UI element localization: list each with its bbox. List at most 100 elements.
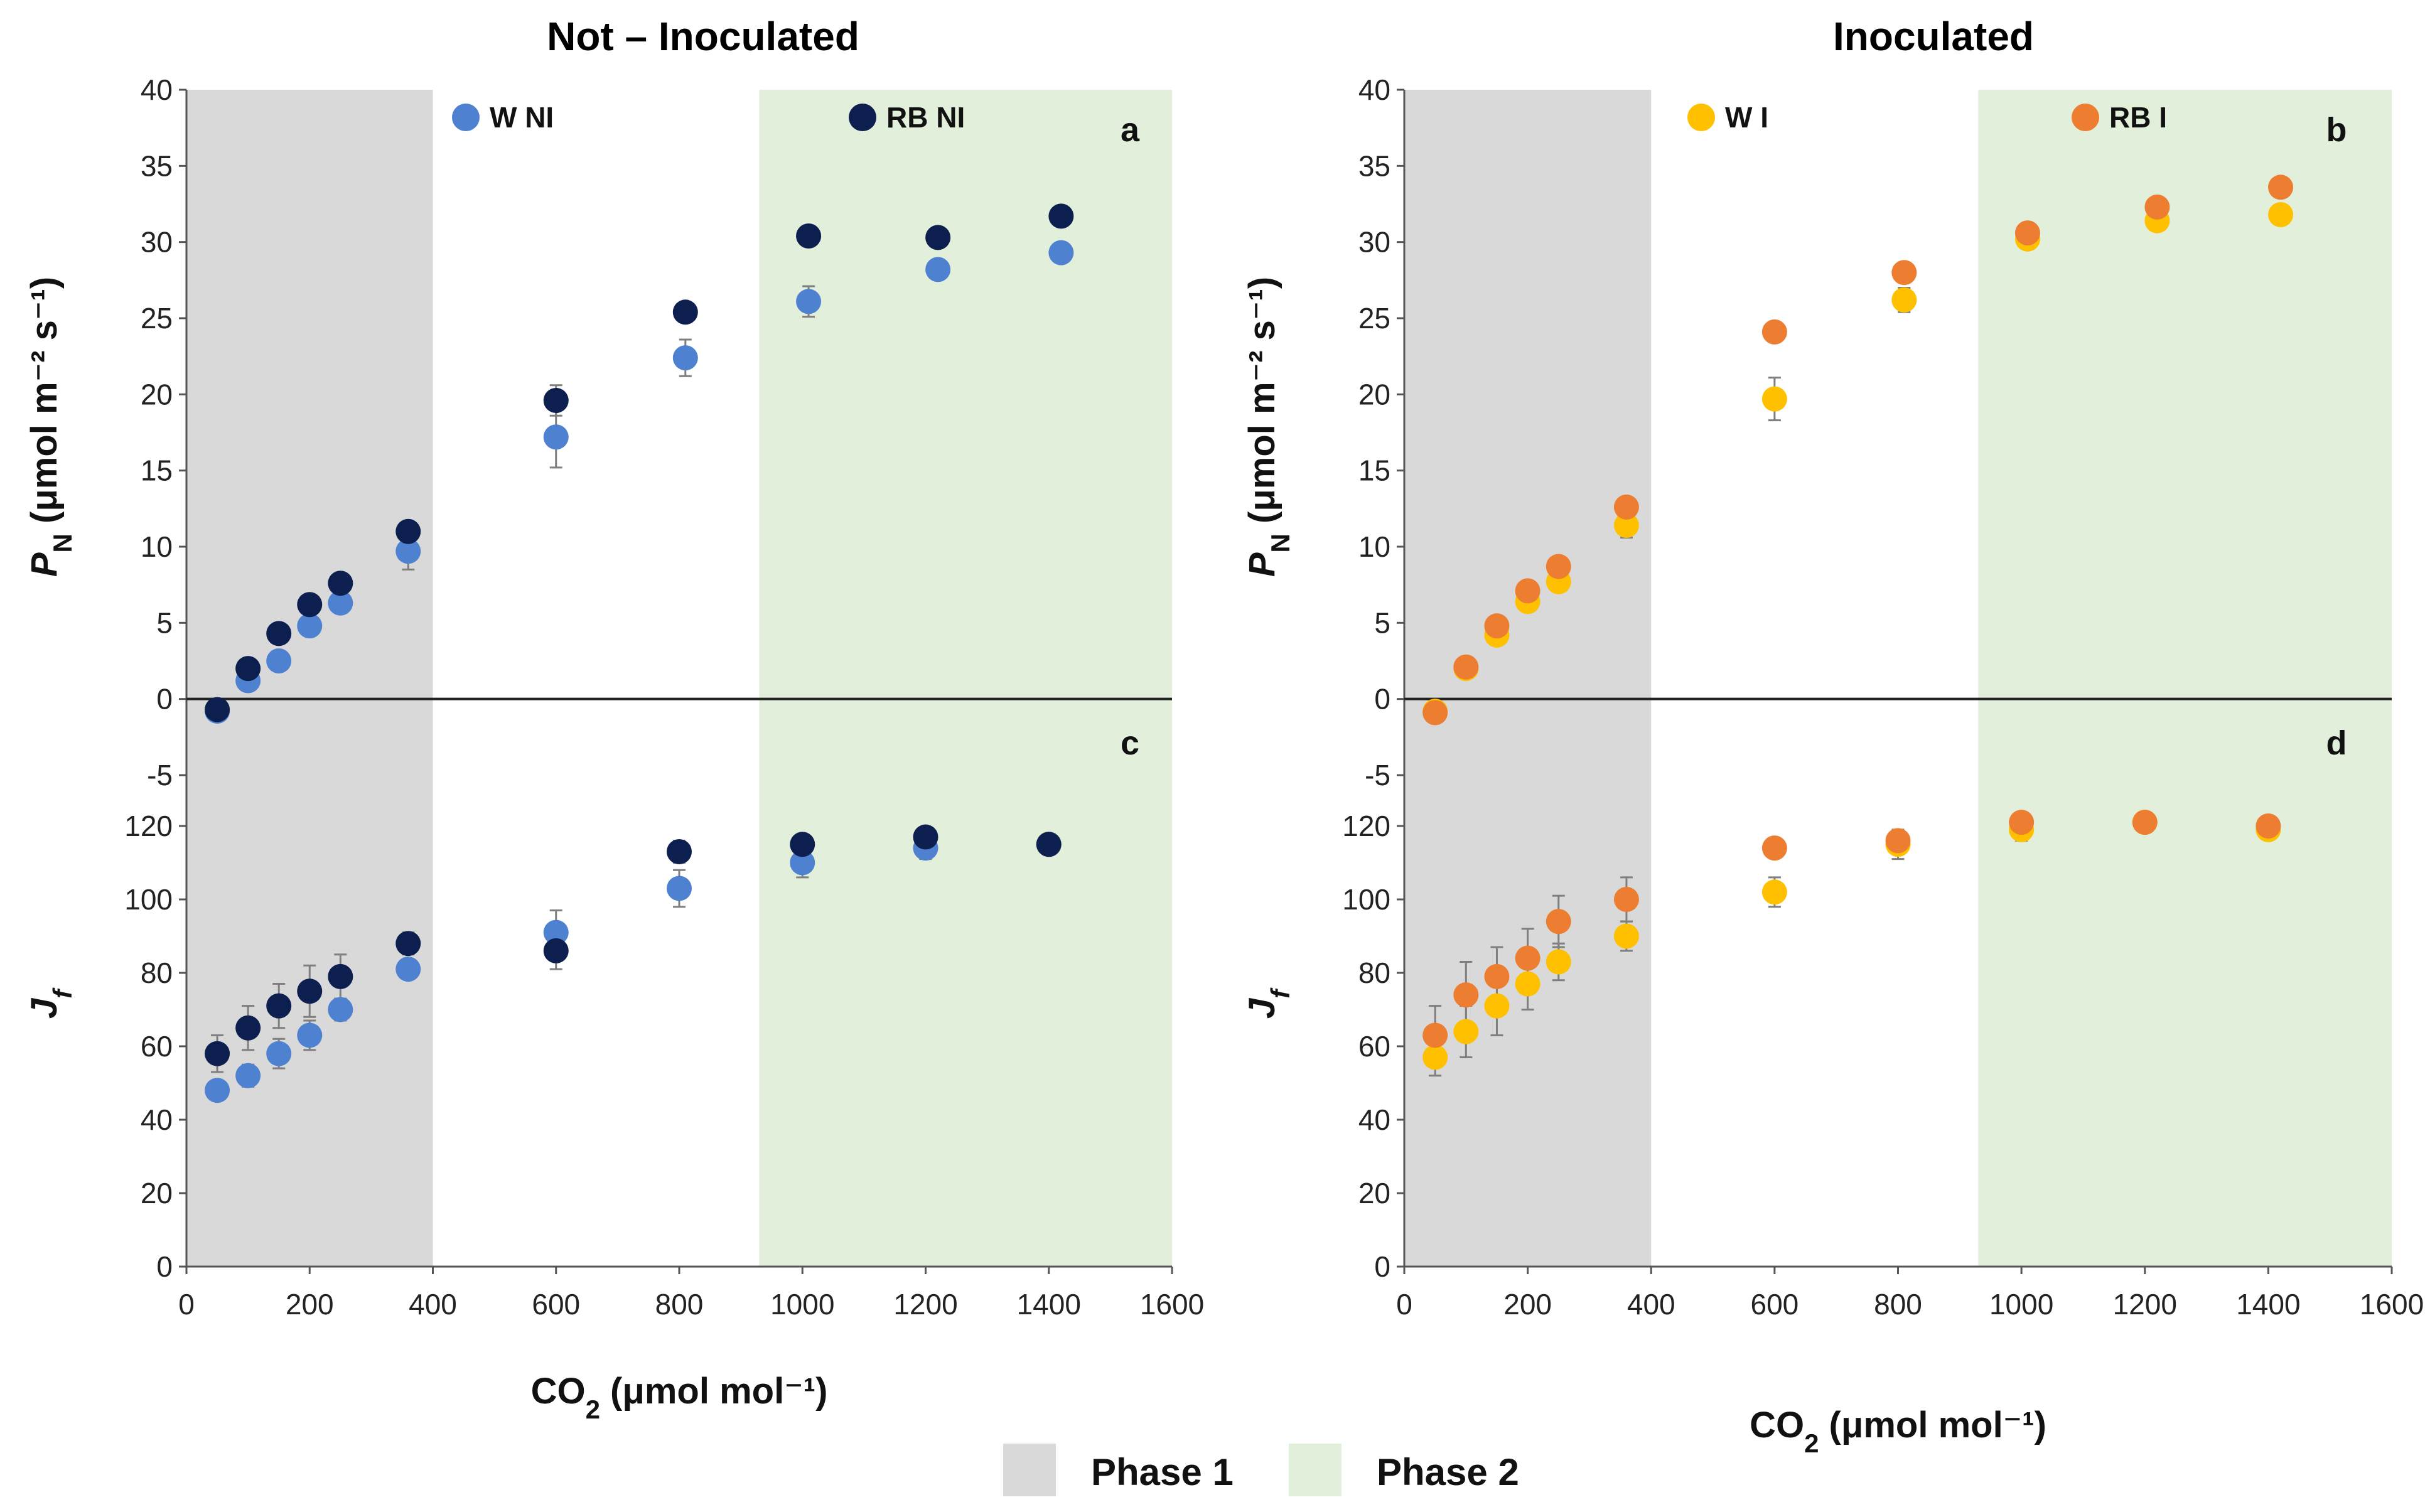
- data-point: [667, 876, 692, 901]
- data-point: [1613, 494, 1639, 520]
- panel-a: -5 0 5 10 15 20 25 30 35 40 PN (μmol m⁻² s⁻¹) Not –…: [24, 14, 1172, 791]
- data-point: [266, 648, 292, 673]
- y-tick-label: -5: [147, 759, 173, 791]
- data-point: [2014, 220, 2040, 246]
- y-tick-label: 40: [141, 73, 173, 106]
- legend-label: RB NI: [886, 101, 965, 134]
- data-point: [205, 1078, 230, 1103]
- data-point: [328, 571, 353, 596]
- x-tick-label: 1400: [1017, 1288, 1081, 1321]
- x-tick-label: 1600: [2360, 1288, 2424, 1321]
- y-tick-label: 35: [1358, 149, 1390, 182]
- legend-label: W I: [1725, 101, 1768, 134]
- phase1-region: [186, 90, 433, 775]
- y-tick-label: 60: [1358, 1030, 1390, 1063]
- y-tick-label: 40: [1358, 73, 1390, 106]
- data-point: [1453, 1019, 1479, 1044]
- y-tick-label: 60: [141, 1030, 173, 1063]
- y-tick-label: 0: [156, 1250, 173, 1283]
- data-point: [790, 832, 815, 857]
- data-point: [297, 592, 323, 618]
- data-point: [328, 997, 353, 1022]
- data-point: [1036, 832, 1062, 857]
- data-point: [1422, 1044, 1448, 1070]
- phase1-swatch: [1003, 1444, 1056, 1496]
- data-point: [2268, 174, 2294, 200]
- y-tick-label: 15: [141, 454, 173, 487]
- data-point: [1484, 993, 1510, 1019]
- y-axis-label: Jf: [1242, 987, 1295, 1019]
- phase2-label: Phase 2: [1377, 1451, 1519, 1493]
- data-point: [1885, 828, 1911, 854]
- x-tick-label: 1400: [2236, 1288, 2300, 1321]
- data-point: [667, 839, 692, 864]
- x-tick-label: 1200: [2113, 1288, 2177, 1321]
- panel-letter: c: [1121, 724, 1139, 762]
- data-point: [543, 938, 569, 963]
- data-point: [1891, 287, 1917, 313]
- data-point: [1515, 578, 1540, 604]
- phase1-region: [1404, 775, 1652, 1267]
- data-point: [1546, 949, 1571, 975]
- x-tick-label: 1000: [1989, 1288, 2053, 1321]
- data-point: [543, 424, 569, 450]
- data-point: [2132, 810, 2158, 835]
- x-tick-label: 600: [1751, 1288, 1799, 1321]
- data-point: [266, 621, 292, 646]
- y-tick-label: 0: [1374, 683, 1390, 716]
- x-tick-label: 1200: [893, 1288, 957, 1321]
- x-tick-label: 400: [409, 1288, 457, 1321]
- y-tick-label: 40: [1358, 1103, 1390, 1136]
- data-point: [395, 957, 421, 982]
- data-point: [235, 1015, 261, 1041]
- y-tick-label: 30: [141, 226, 173, 259]
- y-tick-label: 20: [141, 378, 173, 410]
- phase1-label: Phase 1: [1091, 1451, 1234, 1493]
- y-tick-label: 35: [141, 149, 173, 182]
- data-point: [235, 1063, 261, 1088]
- y-tick-label: 25: [141, 302, 173, 335]
- x-tick-label: 1600: [1140, 1288, 1204, 1321]
- data-point: [2268, 201, 2294, 227]
- y-tick-label: 30: [1358, 226, 1390, 259]
- data-point: [1613, 513, 1639, 539]
- data-point: [790, 850, 815, 876]
- phase2-region: [759, 90, 1172, 775]
- data-point: [1422, 700, 1448, 726]
- data-point: [1048, 240, 1074, 265]
- x-tick-label: 200: [286, 1288, 334, 1321]
- y-tick-label: 10: [141, 530, 173, 563]
- data-point: [1891, 260, 1917, 286]
- y-tick-label: 20: [1358, 1177, 1390, 1209]
- y-tick-label: 0: [1374, 1250, 1390, 1283]
- x-axis-label: CO2 (μmol mol⁻¹): [1750, 1405, 2046, 1458]
- data-point: [2256, 813, 2281, 839]
- data-point: [2009, 810, 2035, 835]
- data-point: [913, 824, 938, 850]
- y-tick-label: -5: [1365, 759, 1390, 791]
- data-point: [2144, 194, 2170, 220]
- y-tick-label: 100: [124, 883, 173, 916]
- data-point: [543, 388, 569, 414]
- data-point: [205, 1041, 230, 1066]
- data-point: [925, 225, 951, 250]
- y-tick-label: 5: [156, 606, 173, 639]
- data-point: [1515, 971, 1540, 997]
- x-tick-label: 800: [655, 1288, 704, 1321]
- y-tick-label: 40: [141, 1103, 173, 1136]
- x-axis-label: CO2 (μmol mol⁻¹): [531, 1371, 828, 1424]
- data-point: [1453, 982, 1479, 1008]
- data-point: [205, 697, 230, 722]
- data-point: [796, 223, 822, 249]
- column-title: Not – Inoculated: [547, 14, 859, 59]
- panel-b: -5 0 5 10 15 20 25 30 35 40 PN (μmol m⁻² s⁻¹) Inocu…: [1242, 14, 2392, 791]
- data-point: [1453, 654, 1479, 680]
- x-tick-label: 200: [1503, 1288, 1552, 1321]
- x-tick-label: 1000: [770, 1288, 834, 1321]
- y-tick-label: 10: [1358, 530, 1390, 563]
- data-point: [1761, 835, 1787, 861]
- data-point: [266, 993, 292, 1019]
- data-point: [1422, 1022, 1448, 1048]
- data-point: [395, 518, 421, 544]
- y-tick-label: 0: [156, 683, 173, 716]
